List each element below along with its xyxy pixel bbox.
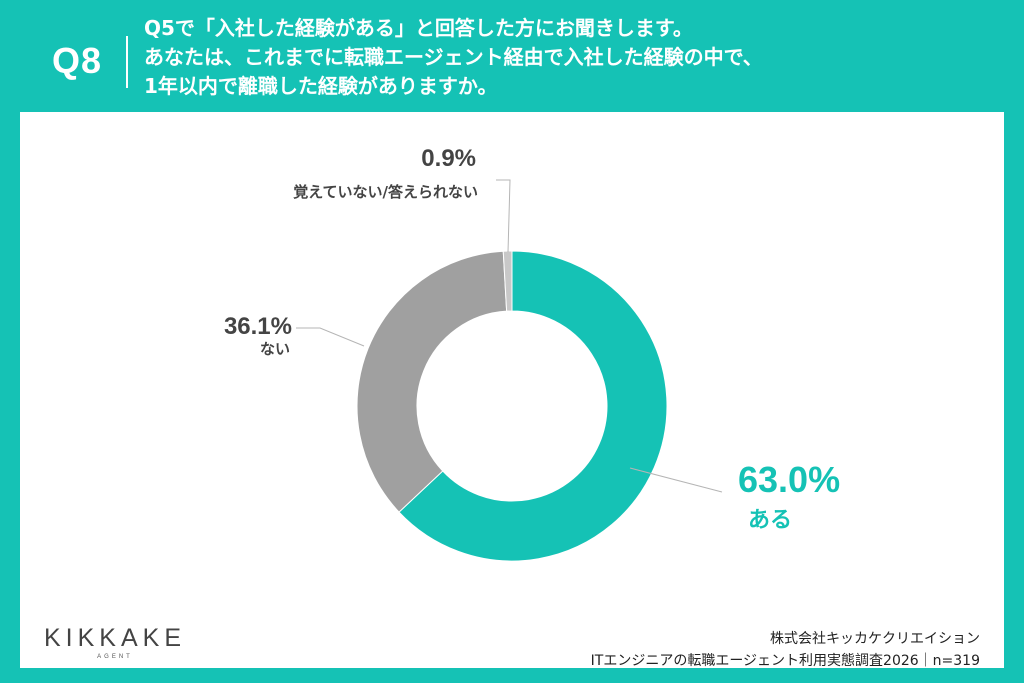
source-company: 株式会社キッカケクリエイション	[770, 631, 980, 647]
header: Q8 Q5で「入社した経験がある」と回答した方にお聞きします。 あなたは、これま…	[0, 0, 1024, 112]
slice-2	[502, 250, 513, 312]
question-text: Q5で「入社した経験がある」と回答した方にお聞きします。 あなたは、これまでに転…	[144, 14, 763, 101]
source-survey: ITエンジニアの転職エージェント利用実態調査2026｜n=319	[590, 653, 980, 669]
slice-category-label-0: ある	[748, 508, 792, 533]
question-line-3: 1年以内で離職した経験がありますか。	[144, 74, 498, 98]
slice-0	[398, 250, 668, 562]
slice-1	[356, 250, 508, 513]
leader-line-2	[496, 179, 511, 253]
logo-tagline: AGENT	[97, 654, 133, 660]
slice-percent-label-1: 36.1%	[224, 313, 292, 340]
leader-line-0	[629, 467, 723, 493]
question-line-1: Q5で「入社した経験がある」と回答した方にお聞きします。	[144, 16, 693, 40]
brand-logo: KIKKAKE AGENT	[44, 624, 186, 660]
slice-percent-label-0: 63.0%	[738, 459, 840, 500]
slice-category-label-2: 覚えていない/答えられない	[293, 183, 478, 201]
leader-line-1	[296, 327, 365, 347]
slice-category-label-1: ない	[260, 340, 290, 358]
chart-panel	[20, 112, 1004, 668]
question-line-2: あなたは、これまでに転職エージェント経由で入社した経験の中で、	[144, 45, 763, 69]
logo-wordmark: KIKKAKE	[44, 624, 186, 652]
question-number: Q8	[52, 40, 103, 81]
slice-percent-label-2: 0.9%	[421, 145, 476, 172]
header-divider	[126, 36, 128, 88]
source-note: 株式会社キッカケクリエイション ITエンジニアの転職エージェント利用実態調査20…	[591, 628, 980, 672]
